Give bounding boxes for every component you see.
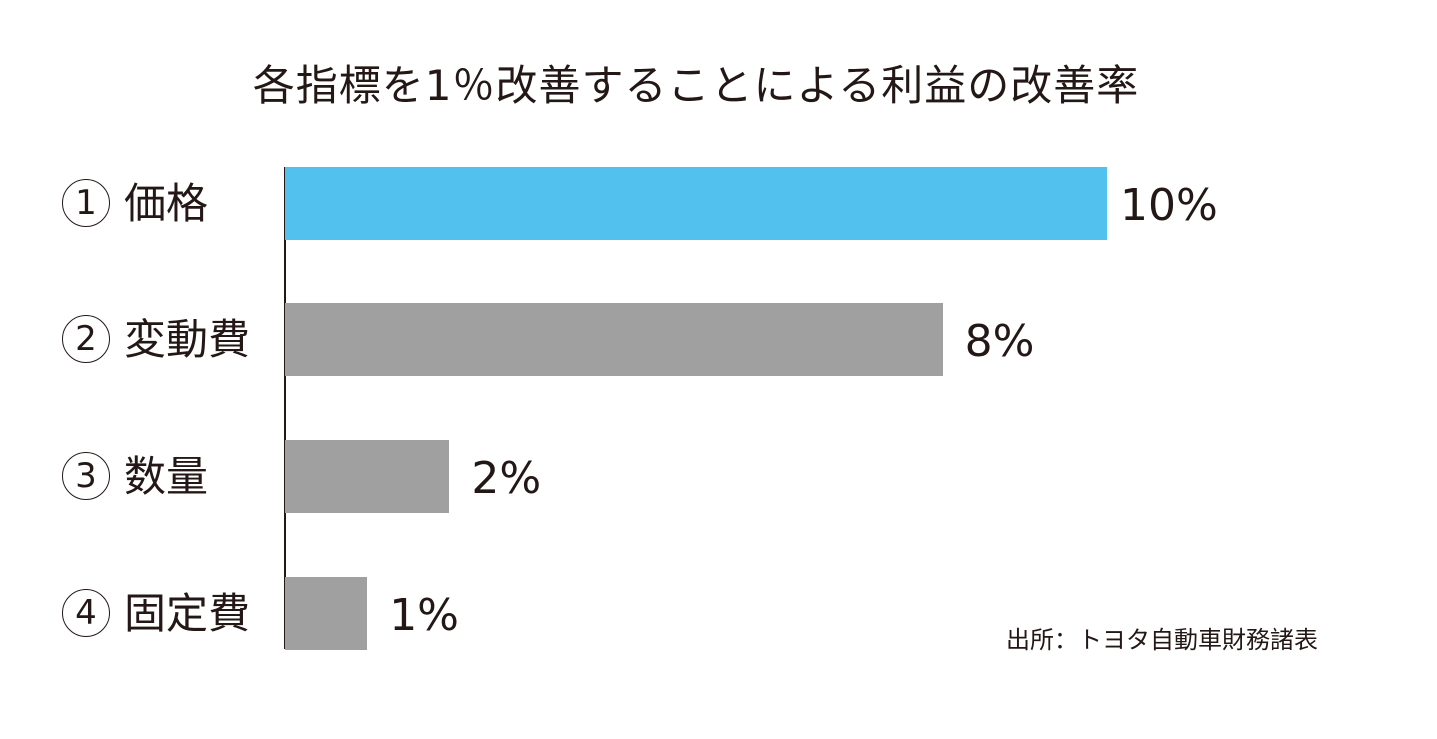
- value-label: 2%: [471, 453, 542, 504]
- bar: [285, 440, 450, 513]
- category-label: 2 変動費: [62, 303, 250, 377]
- category-label: 3 数量: [62, 440, 208, 514]
- circled-number-icon: 3: [62, 451, 110, 500]
- value-label: 1%: [389, 590, 459, 641]
- chart-title: 各指標を1％改善することによる利益の改善率: [252, 61, 1140, 110]
- bar: [285, 577, 368, 650]
- category-text: 数量: [124, 452, 209, 501]
- y-axis-line: [284, 167, 286, 649]
- value-label: 8%: [964, 316, 1035, 367]
- source-note: 出所：トヨタ自動車財務諸表: [1006, 626, 1318, 654]
- category-label: 1 価格: [62, 167, 208, 241]
- bar: [285, 303, 943, 376]
- circled-number-icon: 1: [62, 178, 110, 227]
- category-text: 固定費: [124, 589, 251, 638]
- category-text: 変動費: [124, 315, 251, 364]
- circled-number-icon: 4: [62, 588, 110, 637]
- category-label: 4 固定費: [62, 577, 250, 651]
- bar: [285, 167, 1107, 240]
- category-text: 価格: [124, 179, 209, 228]
- value-label: 10%: [1120, 180, 1218, 231]
- circled-number-icon: 2: [62, 314, 110, 363]
